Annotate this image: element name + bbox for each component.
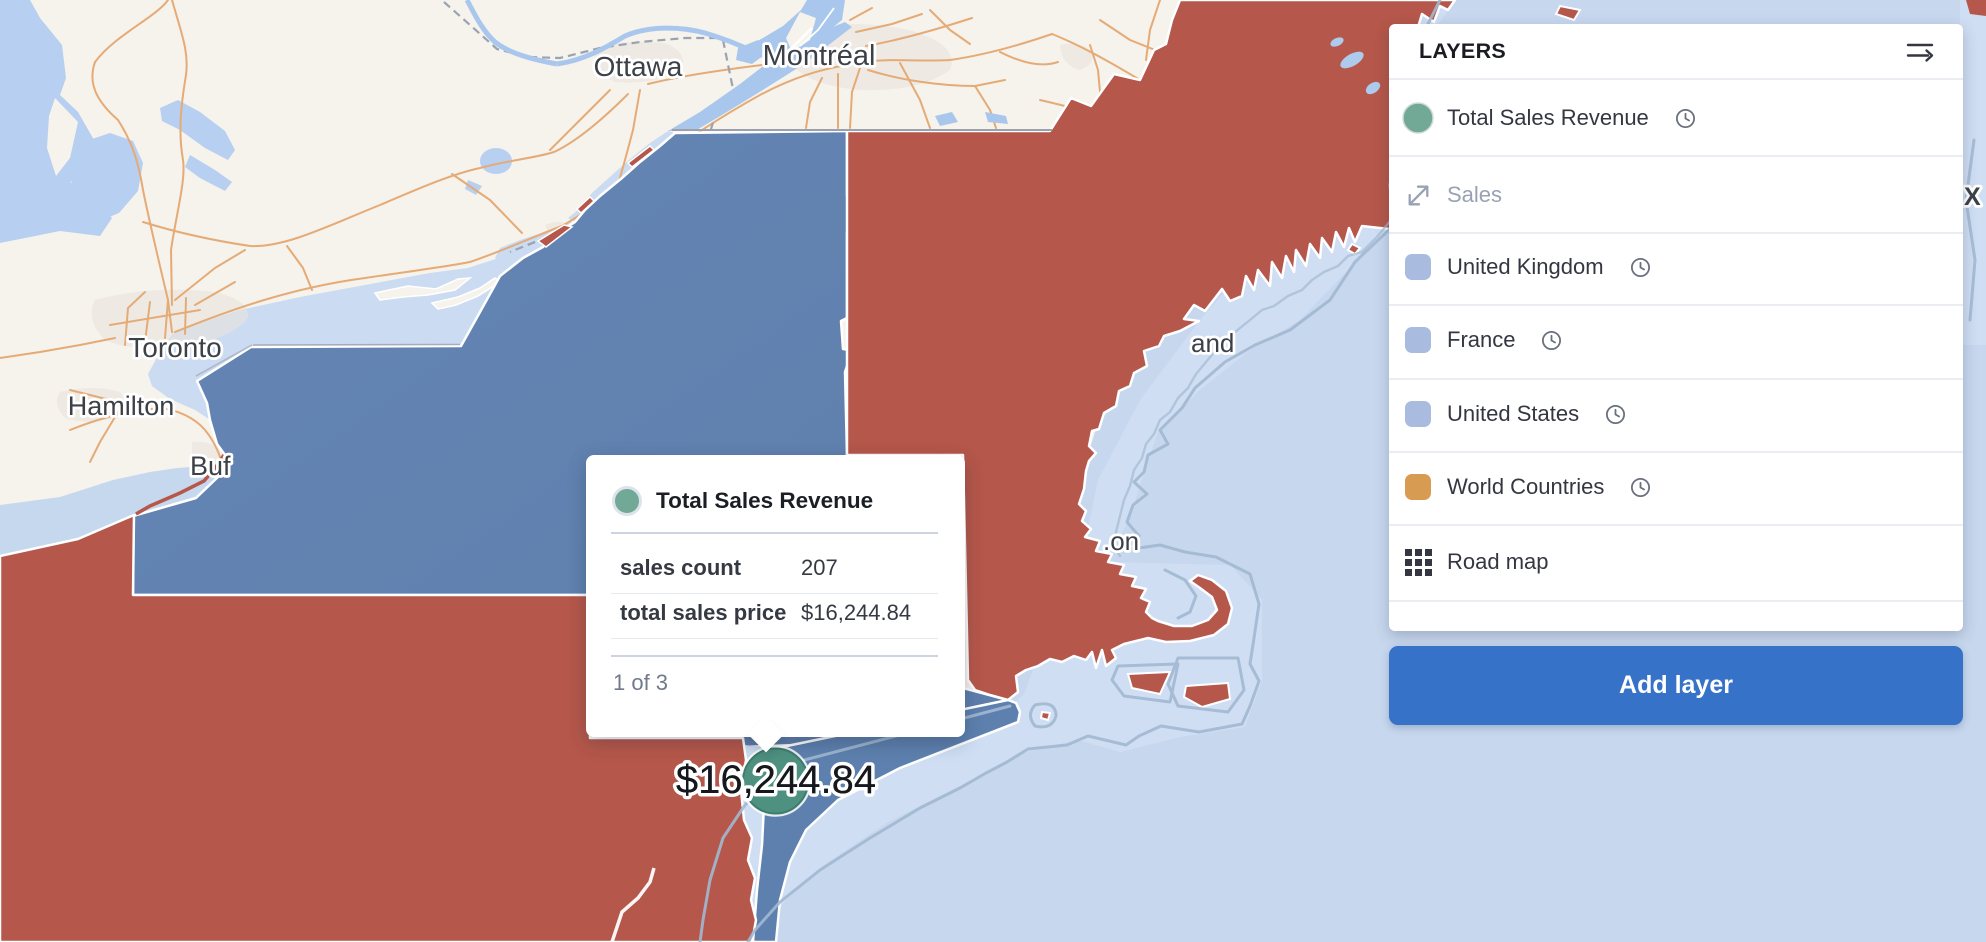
svg-text:Ottawa: Ottawa <box>594 51 683 82</box>
svg-text:Buf: Buf <box>190 451 231 481</box>
svg-text:X: X <box>1964 183 1981 211</box>
svg-text:$16,244.84: $16,244.84 <box>676 758 876 802</box>
svg-text:Toronto: Toronto <box>128 332 221 363</box>
svg-text:Hamilton: Hamilton <box>68 391 175 421</box>
svg-text:$16,244.84: $16,244.84 <box>676 758 876 802</box>
svg-text:Montréal: Montréal <box>763 40 876 72</box>
svg-text:and: and <box>1191 328 1234 358</box>
svg-text:.on: .on <box>1103 526 1139 556</box>
